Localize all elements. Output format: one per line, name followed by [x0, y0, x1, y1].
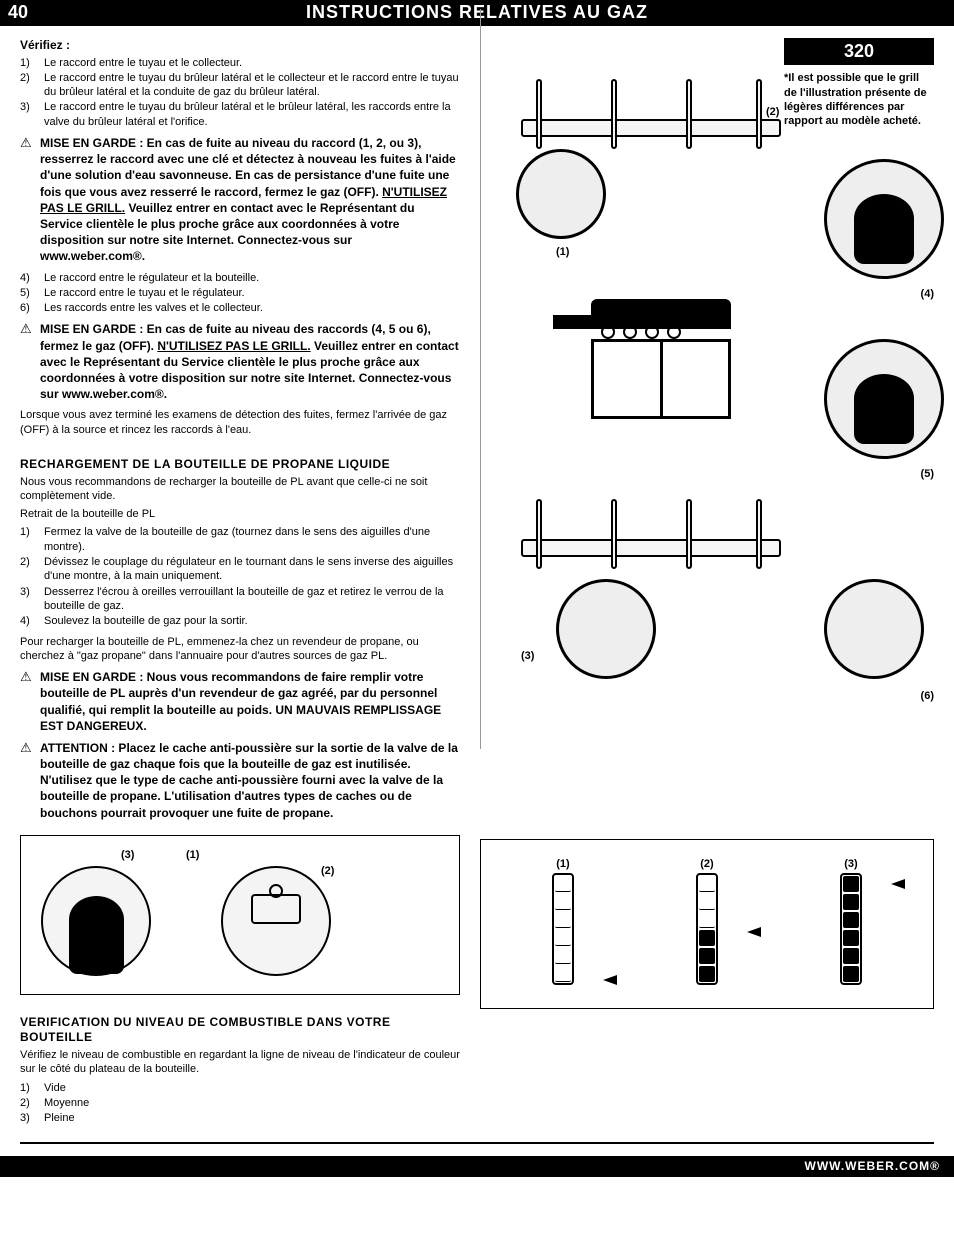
- verify-list-1: 1)Le raccord entre le tuyau et le collec…: [20, 56, 460, 129]
- list-item: 1)Vide: [20, 1081, 460, 1095]
- gauge-1: (1): [533, 873, 593, 985]
- fuel-check-heading: VERIFICATION DU NIVEAU DE COMBUSTIBLE DA…: [20, 1015, 460, 1046]
- callout-4: (4): [921, 287, 934, 301]
- warning-icon: ⚠: [20, 669, 40, 734]
- fuel-gauge-figure: (1) (2) (3): [480, 839, 934, 1009]
- fuel-levels-list: 1)Vide 2)Moyenne 3)Pleine: [20, 1081, 460, 1126]
- page-number: 40: [8, 1, 68, 24]
- recharge-outro: Pour recharger la bouteille de PL, emmen…: [20, 635, 460, 664]
- list-item: 1)Fermez la valve de la bouteille de gaz…: [20, 525, 460, 554]
- fuel-check-body: Vérifiez le niveau de combustible en reg…: [20, 1048, 460, 1077]
- callout-5: (5): [921, 467, 934, 481]
- warning-icon: ⚠: [20, 321, 40, 402]
- bottom-rule: [20, 1142, 934, 1144]
- list-item: 6)Les raccords entre les valves et le co…: [20, 301, 460, 315]
- warning-1-text: MISE EN GARDE : En cas de fuite au nivea…: [40, 135, 460, 265]
- warning-icon: ⚠: [20, 740, 40, 821]
- main-grill-figure: (1) (2) (4) (5) (3): [480, 9, 934, 749]
- list-item: 3)Le raccord entre le tuyau du brûleur l…: [20, 100, 460, 129]
- callout-1: (1): [556, 245, 569, 259]
- list-item: 5)Le raccord entre le tuyau et le régula…: [20, 286, 460, 300]
- warning-2-text: MISE EN GARDE : En cas de fuite au nivea…: [40, 321, 460, 402]
- recharge-intro: Nous vous recommandons de recharger la b…: [20, 475, 460, 504]
- list-item: 1)Le raccord entre le tuyau et le collec…: [20, 56, 460, 70]
- verify-list-2: 4)Le raccord entre le régulateur et la b…: [20, 271, 460, 316]
- recharge-steps: 1)Fermez la valve de la bouteille de gaz…: [20, 525, 460, 628]
- after-warnings-text: Lorsque vous avez terminé les examens de…: [20, 408, 460, 437]
- footer-url: WWW.WEBER.COM®: [805, 1159, 941, 1173]
- page-body: Vérifiez : 1)Le raccord entre le tuyau e…: [0, 26, 954, 1132]
- bottle-removal-figure: (3) (1) (2): [20, 835, 460, 995]
- left-column: Vérifiez : 1)Le raccord entre le tuyau e…: [20, 38, 460, 1132]
- list-item: 3)Desserrez l'écrou à oreilles verrouill…: [20, 585, 460, 614]
- gauge-3: (3): [821, 873, 881, 985]
- recharge-heading: RECHARGEMENT DE LA BOUTEILLE DE PROPANE …: [20, 457, 460, 473]
- warning-2: ⚠ MISE EN GARDE : En cas de fuite au niv…: [20, 321, 460, 402]
- list-item: 2)Moyenne: [20, 1096, 460, 1110]
- callout-3: (3): [521, 649, 534, 663]
- footer-bar: WWW.WEBER.COM®: [0, 1156, 954, 1178]
- gauge-2: (2): [677, 873, 737, 985]
- recharge-sub: Retrait de la bouteille de PL: [20, 507, 460, 521]
- detail-3: [556, 579, 656, 679]
- list-item: 4)Le raccord entre le régulateur et la b…: [20, 271, 460, 285]
- list-item: 2)Dévissez le couplage du régulateur en …: [20, 555, 460, 584]
- list-item: 3)Pleine: [20, 1111, 460, 1125]
- callout-6: (6): [921, 689, 934, 703]
- warning-4: ⚠ ATTENTION : Placez le cache anti-pouss…: [20, 740, 460, 821]
- verify-heading: Vérifiez :: [20, 38, 460, 54]
- warning-1: ⚠ MISE EN GARDE : En cas de fuite au niv…: [20, 135, 460, 265]
- fig-label-3: (3): [121, 848, 134, 862]
- list-item: 2)Le raccord entre le tuyau du brûleur l…: [20, 71, 460, 100]
- list-item: 4)Soulevez la bouteille de gaz pour la s…: [20, 614, 460, 628]
- detail-1: [516, 149, 606, 239]
- detail-6: [824, 579, 924, 679]
- fig-label-1: (1): [186, 848, 199, 862]
- grill-illustration: [571, 299, 751, 419]
- warning-3: ⚠ MISE EN GARDE : Nous vous recommandons…: [20, 669, 460, 734]
- right-column: 320 *Il est possible que le grill de l'i…: [480, 38, 934, 1132]
- warning-4-text: ATTENTION : Placez le cache anti-poussiè…: [40, 740, 460, 821]
- callout-2: (2): [766, 105, 779, 119]
- fig-label-2: (2): [321, 864, 334, 878]
- warning-3-text: MISE EN GARDE : Nous vous recommandons d…: [40, 669, 460, 734]
- warning-icon: ⚠: [20, 135, 40, 265]
